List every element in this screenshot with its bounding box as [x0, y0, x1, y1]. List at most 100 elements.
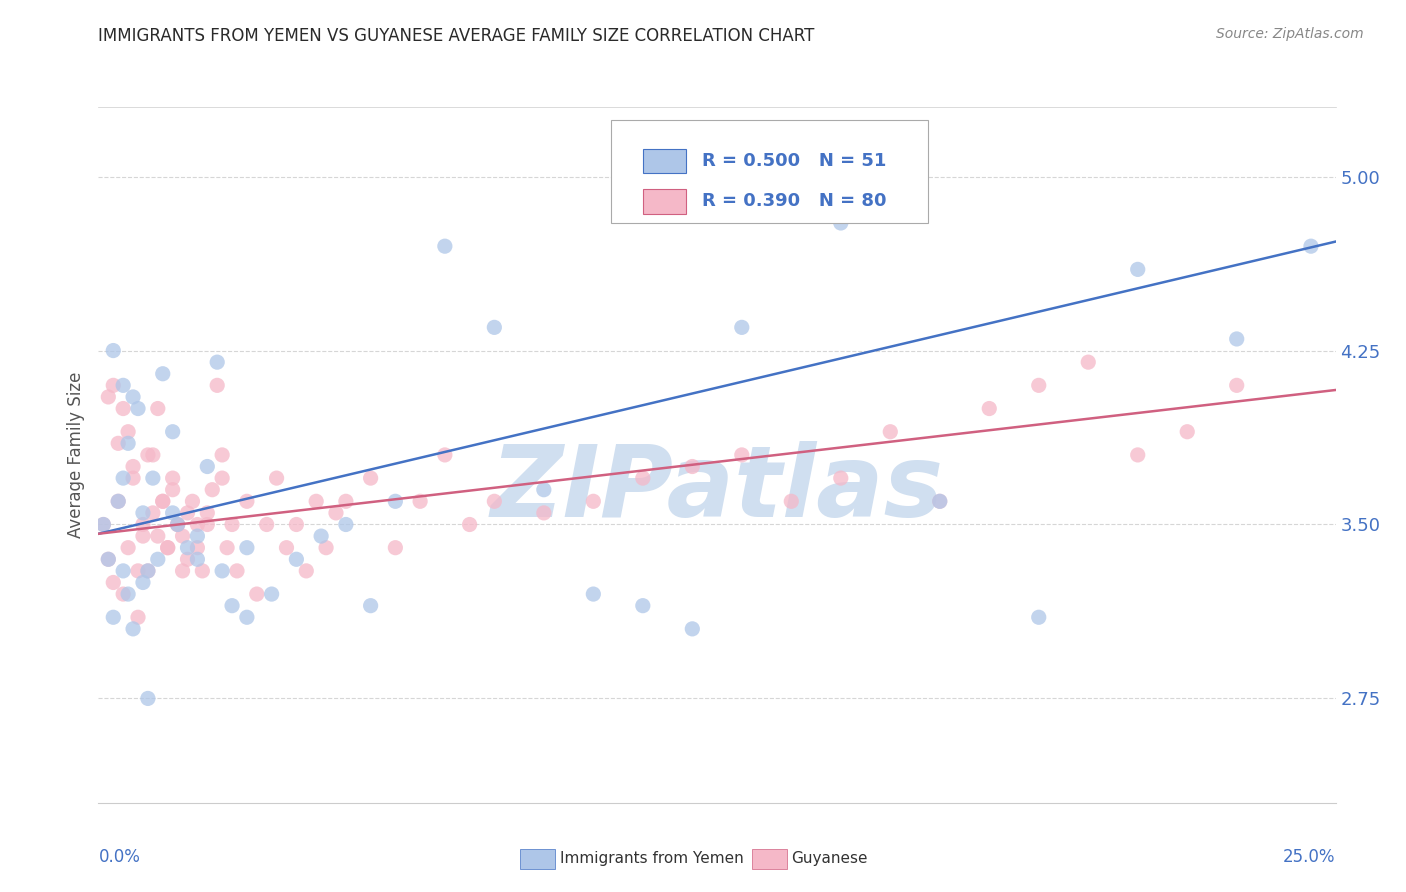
Point: [335, 517, 357, 532]
Point: [127, 610, 149, 624]
Point: [928, 494, 950, 508]
Point: [97, 552, 120, 566]
Point: [1175, 425, 1198, 439]
Point: [112, 587, 135, 601]
Text: R = 0.500   N = 51: R = 0.500 N = 51: [703, 152, 887, 170]
Point: [132, 529, 155, 543]
Point: [731, 448, 754, 462]
Point: [533, 483, 555, 497]
Point: [127, 401, 149, 416]
Point: [384, 541, 406, 555]
Text: 25.0%: 25.0%: [1284, 848, 1336, 866]
Text: Guyanese: Guyanese: [792, 852, 868, 866]
Point: [103, 610, 125, 624]
Point: [484, 494, 506, 508]
Point: [731, 320, 754, 334]
Point: [107, 494, 129, 508]
Point: [458, 517, 481, 532]
Point: [1226, 378, 1249, 392]
Point: [533, 506, 555, 520]
Point: [132, 575, 155, 590]
Point: [107, 494, 129, 508]
Point: [162, 506, 184, 520]
Point: [631, 599, 654, 613]
Point: [112, 564, 135, 578]
Point: [103, 343, 125, 358]
Point: [112, 401, 135, 416]
Point: [195, 506, 218, 520]
Point: [221, 517, 243, 532]
Point: [156, 541, 179, 555]
Point: [195, 517, 218, 532]
Point: [166, 517, 188, 532]
Point: [582, 587, 605, 601]
Point: [433, 239, 456, 253]
Point: [285, 517, 308, 532]
Point: [142, 506, 165, 520]
Point: [152, 494, 174, 508]
Point: [266, 471, 288, 485]
Point: [276, 541, 298, 555]
Point: [112, 378, 135, 392]
Point: [295, 564, 318, 578]
Point: [117, 436, 139, 450]
Point: [409, 494, 432, 508]
Point: [103, 575, 125, 590]
Point: [226, 564, 249, 578]
Point: [928, 494, 950, 508]
Point: [830, 471, 852, 485]
Point: [122, 622, 145, 636]
Point: [117, 425, 139, 439]
Point: [315, 541, 337, 555]
Point: [136, 691, 159, 706]
Text: Source: ZipAtlas.com: Source: ZipAtlas.com: [1216, 27, 1364, 41]
Point: [127, 564, 149, 578]
Point: [236, 494, 259, 508]
Point: [146, 401, 169, 416]
Point: [176, 552, 198, 566]
Point: [176, 506, 198, 520]
Point: [136, 448, 159, 462]
Point: [186, 541, 208, 555]
Point: [186, 517, 208, 532]
Point: [325, 506, 347, 520]
Point: [186, 552, 208, 566]
Point: [146, 529, 169, 543]
Point: [136, 564, 159, 578]
Point: [166, 517, 188, 532]
Point: [217, 541, 239, 555]
Point: [681, 622, 703, 636]
Point: [236, 610, 259, 624]
Point: [191, 564, 214, 578]
Text: ZIPatlas: ZIPatlas: [491, 442, 943, 538]
Point: [142, 448, 165, 462]
Point: [195, 459, 218, 474]
Text: Immigrants from Yemen: Immigrants from Yemen: [560, 852, 744, 866]
Point: [156, 541, 179, 555]
Point: [181, 494, 204, 508]
Point: [256, 517, 278, 532]
Point: [205, 355, 228, 369]
Point: [433, 448, 456, 462]
Point: [162, 425, 184, 439]
Point: [211, 471, 233, 485]
Point: [681, 459, 703, 474]
Point: [146, 552, 169, 566]
Point: [112, 471, 135, 485]
Point: [122, 390, 145, 404]
Point: [136, 564, 159, 578]
Point: [305, 494, 328, 508]
Text: IMMIGRANTS FROM YEMEN VS GUYANESE AVERAGE FAMILY SIZE CORRELATION CHART: IMMIGRANTS FROM YEMEN VS GUYANESE AVERAG…: [98, 27, 815, 45]
Text: 0.0%: 0.0%: [98, 848, 141, 866]
Point: [260, 587, 283, 601]
Point: [211, 564, 233, 578]
Point: [360, 471, 382, 485]
Point: [117, 587, 139, 601]
Point: [201, 483, 224, 497]
Point: [176, 541, 198, 555]
Point: [1226, 332, 1249, 346]
Point: [132, 506, 155, 520]
Point: [152, 494, 174, 508]
Point: [582, 494, 605, 508]
Point: [172, 564, 194, 578]
